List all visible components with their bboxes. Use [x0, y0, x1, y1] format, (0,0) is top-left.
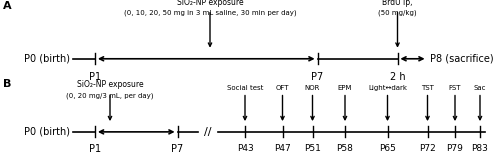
Text: SiO₂-NP exposure: SiO₂-NP exposure: [176, 0, 244, 7]
Text: P83: P83: [472, 144, 488, 153]
Text: NOR: NOR: [305, 85, 320, 91]
Text: P1: P1: [89, 144, 101, 154]
Text: TST: TST: [421, 85, 434, 91]
Text: (0, 10, 20, 50 mg in 3 mL saline, 30 min per day): (0, 10, 20, 50 mg in 3 mL saline, 30 min…: [124, 10, 296, 16]
Text: (0, 20 mg/3 mL, per day): (0, 20 mg/3 mL, per day): [66, 93, 154, 99]
Text: P1: P1: [89, 72, 101, 82]
Text: B: B: [2, 79, 11, 89]
Text: SiO₂-NP exposure: SiO₂-NP exposure: [76, 81, 144, 89]
Text: P65: P65: [379, 144, 396, 153]
Text: Light↔dark: Light↔dark: [368, 85, 407, 91]
Text: P0 (birth): P0 (birth): [24, 127, 70, 137]
Text: (50 mg/kg): (50 mg/kg): [378, 10, 417, 16]
Text: FST: FST: [449, 85, 461, 91]
Text: P58: P58: [336, 144, 353, 153]
Text: EPM: EPM: [338, 85, 352, 91]
Text: OFT: OFT: [276, 85, 289, 91]
Text: A: A: [2, 1, 11, 11]
Text: P7: P7: [312, 72, 324, 82]
Text: //: //: [204, 127, 212, 137]
Text: P51: P51: [304, 144, 321, 153]
Text: P8 (sacrifice): P8 (sacrifice): [430, 54, 494, 64]
Text: P72: P72: [419, 144, 436, 153]
Text: 2 h: 2 h: [390, 72, 406, 82]
Text: P79: P79: [446, 144, 464, 153]
Text: Social test: Social test: [227, 85, 263, 91]
Text: Sac: Sac: [474, 85, 486, 91]
Text: P7: P7: [172, 144, 183, 154]
Text: BrdU ip,: BrdU ip,: [382, 0, 413, 7]
Text: P0 (birth): P0 (birth): [24, 54, 70, 64]
Text: P43: P43: [236, 144, 254, 153]
Text: P47: P47: [274, 144, 291, 153]
